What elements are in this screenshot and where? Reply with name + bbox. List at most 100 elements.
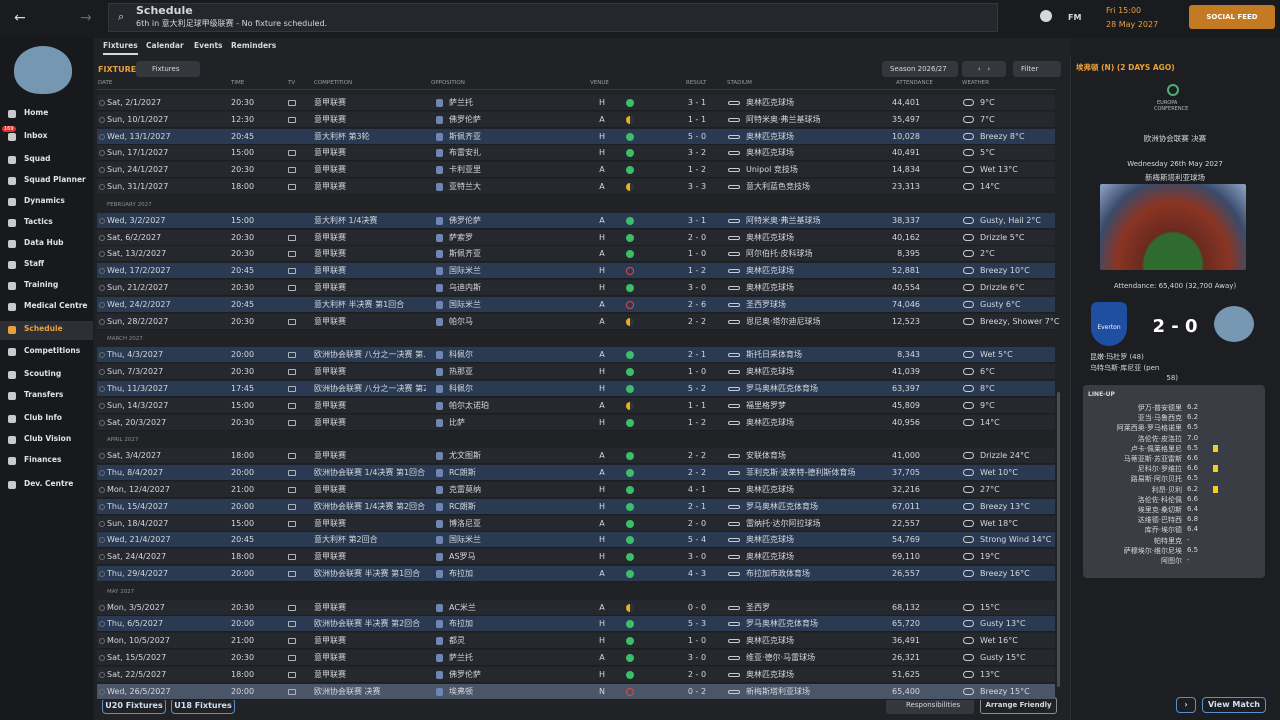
result[interactable]: 2 - 2 xyxy=(687,451,707,461)
row-check[interactable] xyxy=(99,486,105,493)
fixture-row[interactable]: Wed, 21/4/2027 20:45 意大利杯 第2回合 国际米兰 H 5 - 4 奥林… xyxy=(97,532,1055,549)
opposition[interactable]: 佛罗伦萨 xyxy=(449,669,481,679)
fixture-row[interactable]: Sat, 24/4/2027 18:00 意甲联赛 AS罗马 H 3 - 0 奥林匹克球场 6… xyxy=(97,549,1055,566)
tab[interactable]: Calendar xyxy=(146,41,184,50)
row-check[interactable] xyxy=(99,116,105,123)
u18-button[interactable]: U18 Fixtures xyxy=(171,698,235,714)
fixture-row[interactable]: Thu, 4/3/2027 20:00 欧洲协会联赛 八分之一决赛 第... 科佩尔 A… xyxy=(97,347,1055,364)
opposition[interactable]: 布拉加 xyxy=(449,568,473,578)
player-name[interactable]: 卢卡·佩莱格里尼 xyxy=(1130,444,1182,453)
player-name[interactable]: 路易斯·阿尔贝托 xyxy=(1130,475,1182,484)
player-name[interactable]: 洛伦佐·皮洛拉 xyxy=(1137,434,1182,443)
result[interactable]: 0 - 2 xyxy=(687,686,707,696)
fixture-row[interactable]: Wed, 24/2/2027 20:45 意大利杯 半决赛 第1回合 国际米兰 A 2 -… xyxy=(97,296,1055,313)
row-check[interactable] xyxy=(99,503,105,510)
column-header[interactable]: DATE xyxy=(98,80,113,86)
nav-item[interactable]: Competitions xyxy=(24,346,81,355)
opposition[interactable]: RC朗斯 xyxy=(449,501,476,511)
fixture-row[interactable]: Thu, 8/4/2027 20:00 欧洲协会联赛 1/4决赛 第1回合 RC朗斯 A… xyxy=(97,465,1055,482)
player-name[interactable]: 阿莱西奥·罗马格诺里 xyxy=(1116,424,1182,433)
row-check[interactable] xyxy=(99,671,105,678)
player-name[interactable]: 尼科尔·罗维拉 xyxy=(1137,465,1182,474)
row-check[interactable] xyxy=(99,184,105,191)
row-check[interactable] xyxy=(99,554,105,561)
result[interactable]: 1 - 1 xyxy=(687,114,707,124)
result[interactable]: 2 - 0 xyxy=(687,232,707,242)
result[interactable]: 3 - 0 xyxy=(687,552,707,562)
column-header[interactable]: COMPETITION xyxy=(314,80,353,86)
result[interactable]: 3 - 2 xyxy=(687,148,707,158)
result[interactable]: 2 - 6 xyxy=(687,299,707,309)
row-check[interactable] xyxy=(99,318,105,325)
opposition[interactable]: 帕尔太诺珀 xyxy=(449,400,489,410)
row-check[interactable] xyxy=(99,385,105,392)
nav-item[interactable]: Data Hub xyxy=(24,238,64,247)
row-check[interactable] xyxy=(99,167,105,174)
filter-button[interactable]: Filter xyxy=(1013,61,1061,77)
player-name[interactable]: 利昂·贝利 xyxy=(1151,485,1182,494)
row-check[interactable] xyxy=(99,217,105,224)
opposition[interactable]: 克雷莫纳 xyxy=(449,484,481,494)
result[interactable]: 2 - 2 xyxy=(687,468,707,478)
nav-item[interactable]: Club Vision xyxy=(24,434,72,443)
season-nav[interactable]: ‹ › xyxy=(962,61,1006,77)
opposition[interactable]: 尤文图斯 xyxy=(449,451,481,461)
fixture-row[interactable]: Sun, 24/1/2027 20:30 意甲联赛 卡利亚里 A 1 - 2 Unipol … xyxy=(97,162,1055,179)
result[interactable]: 1 - 1 xyxy=(687,400,707,410)
column-header[interactable]: TIME xyxy=(231,80,245,86)
result[interactable]: 2 - 0 xyxy=(687,518,707,528)
fixture-row[interactable]: Thu, 11/3/2027 17:45 欧洲协会联赛 八分之一决赛 第2... 科佩… xyxy=(97,380,1055,397)
opposition[interactable]: 国际米兰 xyxy=(449,535,481,545)
fixtures-dropdown[interactable]: Fixtures xyxy=(136,61,200,77)
opposition[interactable]: 萨兰托 xyxy=(449,653,473,663)
nav-item[interactable]: Finances xyxy=(24,455,62,464)
fixture-row[interactable]: Sat, 13/2/2027 20:30 意甲联赛 斯佩齐亚 A 1 - 0 阿尔伯托·皮科… xyxy=(97,246,1055,263)
result[interactable]: 1 - 2 xyxy=(687,417,707,427)
row-check[interactable] xyxy=(99,419,105,426)
player-name[interactable]: 达维德·巴特西 xyxy=(1137,516,1182,525)
column-header[interactable]: WEATHER xyxy=(962,80,990,86)
opposition[interactable]: 佛罗伦萨 xyxy=(449,114,481,124)
opposition[interactable]: 斯佩齐亚 xyxy=(449,249,481,259)
nav-item[interactable]: Squad Planner xyxy=(24,175,86,184)
responsibilities-button[interactable]: Responsibilities xyxy=(886,697,974,714)
opposition[interactable]: 埃弗顿 xyxy=(449,686,473,696)
view-match-button[interactable]: View Match xyxy=(1202,697,1266,713)
row-check[interactable] xyxy=(99,470,105,477)
fixture-row[interactable]: Mon, 10/5/2027 21:00 意甲联赛 都灵 H 1 - 0 奥林匹克球场 36,… xyxy=(97,633,1055,650)
player-name[interactable]: 萨穆埃尔·维尔尼埃 xyxy=(1123,546,1182,555)
player-name[interactable]: 阿图尔 xyxy=(1161,557,1182,565)
nav-item[interactable]: Medical Centre xyxy=(24,301,88,310)
u20-button[interactable]: U20 Fixtures xyxy=(102,698,166,714)
column-header[interactable]: STADIUM xyxy=(727,80,752,86)
opposition[interactable]: 热那亚 xyxy=(449,367,473,377)
tab[interactable]: Reminders xyxy=(231,41,277,50)
player-name[interactable]: 帕特里克 xyxy=(1154,536,1182,545)
nav-item[interactable]: Transfers xyxy=(24,390,64,399)
opposition[interactable]: 佛罗伦萨 xyxy=(449,215,481,225)
column-header[interactable]: RESULT xyxy=(686,80,707,86)
row-check[interactable] xyxy=(99,369,105,376)
nav-item[interactable]: Tactics xyxy=(24,217,53,226)
fixture-row[interactable]: Sun, 21/2/2027 20:30 意甲联赛 乌迪内斯 H 3 - 0 奥林匹克球场 4… xyxy=(97,280,1055,297)
tab[interactable]: Events xyxy=(194,41,223,50)
opposition[interactable]: 国际米兰 xyxy=(449,299,481,309)
fixture-row[interactable]: Sun, 17/1/2027 15:00 意甲联赛 布雷安扎 H 3 - 2 奥林匹克球场 4… xyxy=(97,145,1055,162)
row-check[interactable] xyxy=(99,688,105,695)
fixture-row[interactable]: Wed, 13/1/2027 20:45 意大利杯 第3轮 斯佩齐亚 H 5 - 0 奥林匹… xyxy=(97,128,1055,145)
nav-item[interactable]: Squad xyxy=(24,154,51,163)
fixture-row[interactable]: Sun, 7/3/2027 20:30 意甲联赛 热那亚 H 1 - 0 奥林匹克球场 41,… xyxy=(97,364,1055,381)
nav-item[interactable]: Schedule xyxy=(24,324,63,333)
opposition[interactable]: 布拉加 xyxy=(449,619,473,629)
result[interactable]: 3 - 0 xyxy=(687,283,707,293)
opposition[interactable]: 科佩尔 xyxy=(449,350,473,360)
column-header[interactable]: ATTENDANCE xyxy=(896,80,933,86)
result[interactable]: 1 - 2 xyxy=(687,266,707,276)
nav-item[interactable]: Staff xyxy=(24,259,45,268)
tab[interactable]: Fixtures xyxy=(103,41,138,55)
fixture-row[interactable]: Sat, 20/3/2027 20:30 意甲联赛 比萨 H 1 - 2 奥林匹克球场 40,… xyxy=(97,414,1055,431)
opposition[interactable]: 乌迪内斯 xyxy=(449,283,481,293)
opposition[interactable]: 萨兰托 xyxy=(449,98,473,107)
fixture-row[interactable]: Sat, 6/2/2027 20:30 意甲联赛 萨索罗 H 2 - 0 奥林匹克球场 40,… xyxy=(97,229,1055,246)
result[interactable]: 5 - 2 xyxy=(687,383,707,393)
